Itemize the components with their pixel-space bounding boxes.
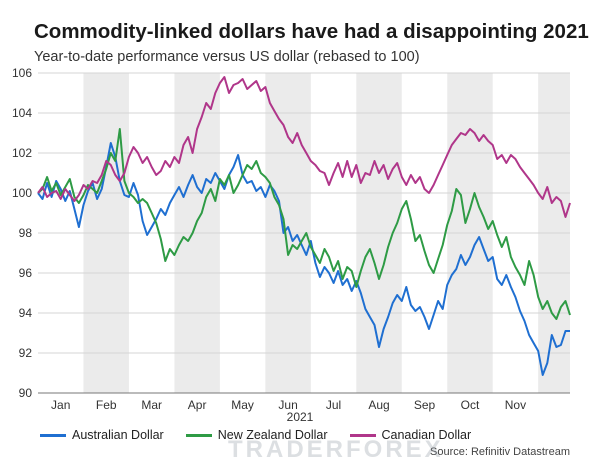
legend: Australian Dollar New Zealand Dollar Can…: [40, 428, 493, 442]
chart-title: Commodity-linked dollars have had a disa…: [34, 20, 589, 43]
y-tick-label: 106: [12, 66, 32, 80]
x-tick-label: Feb: [96, 398, 117, 412]
x-tick-label: Jun: [278, 398, 297, 412]
y-tick-label: 102: [12, 146, 32, 160]
source-note: Source: Refinitiv Datastream: [430, 446, 570, 458]
y-tick-label: 94: [19, 306, 33, 320]
y-tick-label: 92: [19, 346, 33, 360]
legend-label-australian-dollar: Australian Dollar: [72, 428, 164, 442]
y-tick-label: 96: [19, 266, 33, 280]
x-axis-label: 2021: [287, 410, 314, 424]
x-tick-label: Sep: [414, 398, 436, 412]
watermark-logo: TRADERFOREX: [228, 436, 444, 463]
y-axis-tick-labels: 90 92 94 96 98 100 102 104 106: [12, 66, 32, 400]
legend-swatch-new-zealand-dollar: [185, 433, 212, 437]
x-tick-label: Apr: [188, 398, 207, 412]
series-line-canadian-dollar: [37, 76, 571, 218]
x-tick-label: Oct: [461, 398, 480, 412]
legend-item-canadian-dollar: Canadian Dollar: [349, 428, 472, 442]
x-tick-label: Nov: [505, 398, 526, 412]
x-tick-label: Aug: [368, 398, 389, 412]
x-tick-label: Jan: [51, 398, 70, 412]
series-lines: [37, 76, 571, 376]
legend-swatch-australian-dollar: [40, 433, 66, 437]
y-tick-label: 98: [19, 226, 33, 240]
series-line-new-zealand-dollar: [37, 128, 571, 320]
x-tick-label: May: [231, 398, 254, 412]
y-tick-label: 90: [19, 386, 33, 400]
legend-swatch-canadian-dollar: [349, 433, 376, 437]
series-line-australian-dollar: [37, 142, 570, 376]
legend-label-canadian-dollar: Canadian Dollar: [381, 428, 472, 442]
x-tick-label: Jul: [326, 398, 341, 412]
x-axis-tick-labels: Jan Feb Mar Apr May Jun Jul Aug Sep Oct Nov: [51, 398, 526, 412]
legend-item-australian-dollar: Australian Dollar: [40, 428, 164, 442]
legend-label-new-zealand-dollar: New Zealand Dollar: [217, 428, 328, 442]
x-tick-label: Mar: [141, 398, 162, 412]
chart-subtitle: Year-to-date performance versus US dolla…: [34, 49, 420, 65]
legend-item-new-zealand-dollar: New Zealand Dollar: [185, 428, 328, 442]
y-tick-label: 104: [12, 106, 32, 120]
y-tick-label: 100: [12, 186, 32, 200]
line-chart: 90 92 94 96 98 100 102 104 106 Jan Feb Mar Apr May Ju…: [12, 66, 571, 424]
